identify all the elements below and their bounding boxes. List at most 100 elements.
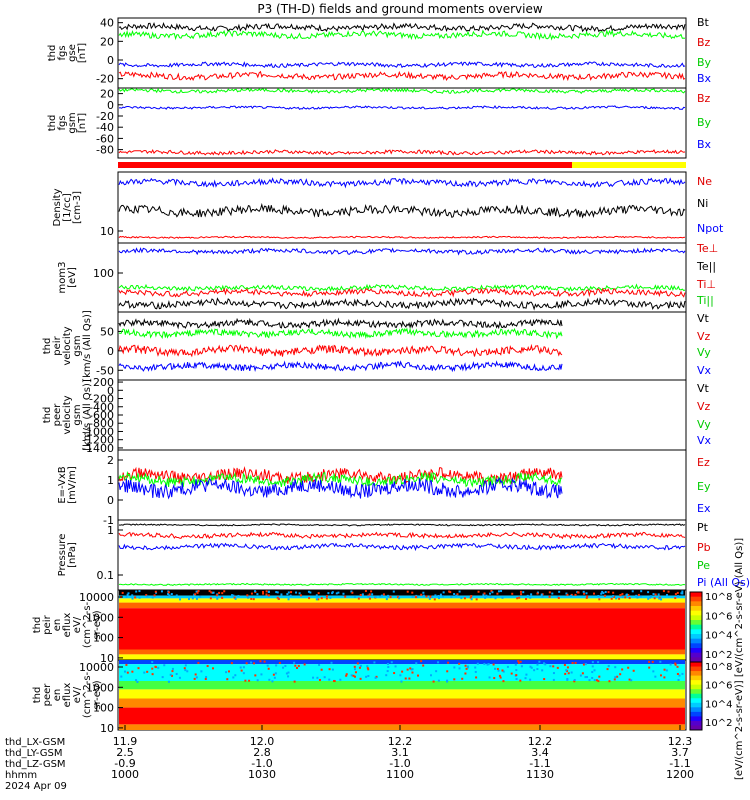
- spectrogram-band: [119, 598, 685, 603]
- spectrogram-pixel: [168, 594, 171, 597]
- spectrogram-pixel: [519, 590, 522, 593]
- xaxis-tick-label: -0.9: [114, 757, 135, 770]
- y-tick-label: 1000: [86, 681, 114, 694]
- y-tick-label: 50: [100, 325, 114, 338]
- spectrogram-pixel: [433, 598, 436, 601]
- colorbar-frame: [689, 661, 703, 731]
- spectrogram-pixel: [265, 590, 268, 593]
- spectrogram-pixel: [380, 594, 383, 597]
- y-tick-label: 20: [100, 88, 114, 101]
- spectrogram-pixel: [453, 593, 456, 596]
- colorbar-cell: [690, 641, 702, 644]
- spectrogram-pixel: [218, 591, 221, 594]
- spectrogram-pixel: [284, 664, 287, 667]
- spectrogram-pixel: [621, 592, 624, 595]
- spectrogram-pixel: [309, 591, 312, 594]
- spectrogram-pixel: [567, 672, 570, 675]
- spectrogram-pixel: [265, 593, 268, 596]
- spectrogram-pixel: [525, 673, 528, 676]
- spectrogram-pixel: [366, 665, 369, 668]
- spectrogram-pixel: [123, 670, 126, 673]
- spectrogram-pixel: [143, 671, 146, 674]
- spectrogram-pixel: [268, 678, 271, 681]
- spectrogram-pixel: [681, 672, 684, 675]
- colorbar-cell: [690, 620, 702, 623]
- spectrogram-pixel: [250, 597, 253, 600]
- y-tick-label: -1200: [82, 434, 114, 447]
- spectrogram-pixel: [411, 671, 414, 674]
- spectrogram-pixel: [365, 675, 368, 678]
- spectrogram-pixel: [390, 661, 393, 664]
- spectrogram-pixel: [591, 661, 594, 664]
- spectrogram-pixel: [529, 596, 532, 599]
- spectrogram-pixel: [171, 667, 174, 670]
- legend-label: Pt: [697, 521, 709, 534]
- spectrogram-pixel: [138, 590, 141, 593]
- panel-frame: [117, 242, 687, 313]
- spectrogram-pixel: [677, 595, 680, 598]
- spectrogram-pixel: [194, 593, 197, 596]
- spectrogram-pixel: [205, 676, 208, 679]
- spectrogram-pixel: [487, 663, 490, 666]
- spectrogram-pixel: [178, 676, 181, 679]
- colorbar-cell: [690, 629, 702, 633]
- spectrogram-pixel: [375, 675, 378, 678]
- spectrogram-pixel: [328, 678, 331, 681]
- spectrogram-pixel: [681, 590, 684, 593]
- spectrogram-pixel: [538, 660, 541, 663]
- legend-label: By: [697, 116, 712, 129]
- spectrogram-pixel: [525, 597, 528, 600]
- spectrogram-pixel: [197, 590, 200, 593]
- y-axis-label: Pressure[nPa]: [57, 534, 78, 577]
- xaxis-row-label: thd_LX-GSM: [5, 737, 65, 748]
- legend-label: Pb: [697, 541, 711, 554]
- xaxis-tick-label: 3.4: [531, 746, 549, 759]
- panel-pressure: Pressure[nPa] 1 0.1 Pt Pb Pe Pi (All Qs): [57, 519, 750, 591]
- spectrogram-pixel: [431, 596, 434, 599]
- spectrogram-pixel: [574, 661, 577, 664]
- y-tick-label: -80: [96, 144, 114, 157]
- spectrogram-pixel: [237, 594, 240, 597]
- spectrogram-pixel: [367, 674, 370, 677]
- colorbar-cell: [690, 698, 702, 702]
- y-tick-label: 0: [107, 384, 114, 397]
- y-tick-label: -40: [96, 121, 114, 134]
- colorbar-cell: [690, 594, 702, 598]
- spectrogram-pixel: [296, 666, 299, 669]
- xaxis-tick-label: 12.0: [250, 735, 275, 748]
- spectrogram-pixel: [588, 679, 591, 682]
- y-axis-label: thdpeerenefluxeV/(cm^2-s-sr-eV): [32, 671, 103, 718]
- spectrogram-pixel: [167, 592, 170, 595]
- legend-label: Npot: [697, 222, 724, 235]
- spectrogram-pixel: [455, 594, 458, 597]
- spectrogram-pixel: [543, 678, 546, 681]
- spectrogram-pixel: [552, 678, 555, 681]
- legend-label: Vy: [697, 346, 711, 359]
- spectrogram-pixel: [196, 591, 199, 594]
- spectrogram-pixel: [600, 592, 603, 595]
- colorbar-cell: [690, 652, 702, 656]
- spectrogram-pixel: [529, 665, 532, 668]
- spectrogram-pixel: [333, 679, 336, 682]
- spectrogram-pixel: [632, 669, 635, 672]
- spectrogram-pixel: [401, 670, 404, 673]
- spectrogram-pixel: [353, 665, 356, 668]
- legend-label: Ne: [697, 175, 712, 188]
- spectrogram-pixel: [399, 674, 402, 677]
- status-bar-red: [118, 162, 572, 168]
- spectrogram-pixel: [648, 666, 651, 669]
- colorbar-cell: [690, 643, 702, 647]
- colorbar-tick-label: 10^8: [705, 662, 732, 673]
- spectrogram-pixel: [410, 668, 413, 671]
- spectrogram-pixel: [127, 592, 130, 595]
- spectrogram-pixel: [651, 660, 654, 663]
- spectrogram-pixel: [665, 594, 668, 597]
- spectrogram-pixel: [500, 590, 503, 593]
- panel-peer_velocity: thdpeervelocitygsm[km/s (All Qs)] 2000-20…: [42, 376, 712, 455]
- spectrogram-pixel: [208, 590, 211, 593]
- legend-label: Te⊥: [696, 242, 718, 255]
- spectrogram-pixel: [493, 677, 496, 680]
- spectrogram-band: [119, 602, 685, 609]
- spectrogram-pixel: [677, 678, 680, 681]
- colorbar-cell: [690, 624, 702, 628]
